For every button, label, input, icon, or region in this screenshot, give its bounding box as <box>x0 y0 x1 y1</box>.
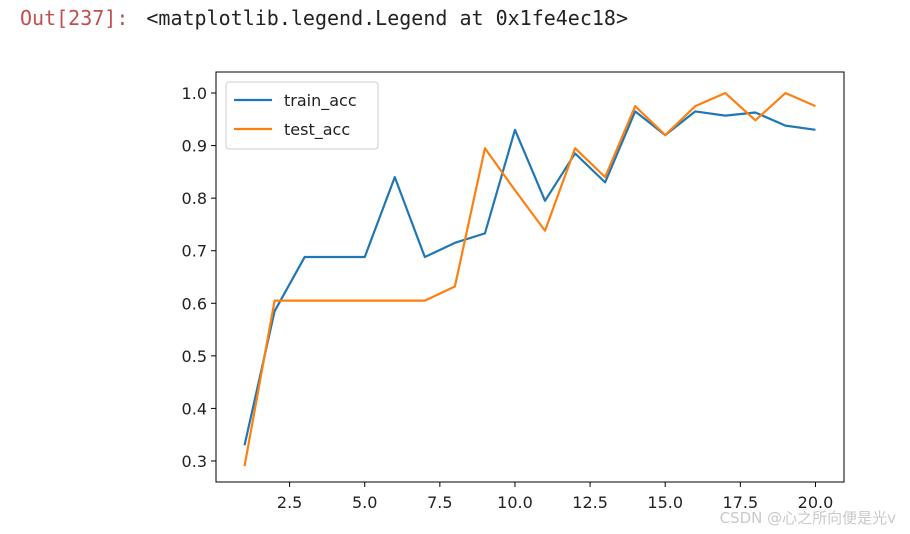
ticks-layer: 2.5 5.0 7.5 10.0 12.5 15.0 17.5 20.0 0.3 0.4 0.5 0.… <box>182 84 834 512</box>
x-tick-label: 12.5 <box>572 493 608 512</box>
x-tick-label: 10.0 <box>497 493 533 512</box>
series-line-test_acc <box>243 91 816 467</box>
y-tick-label: 0.7 <box>182 242 207 261</box>
series-line-train_acc <box>243 110 816 446</box>
x-tick-label: 7.5 <box>427 493 452 512</box>
x-tick-label: 15.0 <box>647 493 683 512</box>
legend-label-train_acc: train_acc <box>284 91 357 111</box>
y-tick-label: 0.6 <box>182 294 207 313</box>
y-tick-label: 0.4 <box>182 399 207 418</box>
x-tick-label: 17.5 <box>723 493 759 512</box>
output-text: <matplotlib.legend.Legend at 0x1fe4ec18> <box>146 6 629 30</box>
output-cell-line: Out[237]: <matplotlib.legend.Legend at 0… <box>20 4 628 32</box>
x-tick-label: 5.0 <box>352 493 377 512</box>
out-prompt: Out[237]: <box>20 6 129 30</box>
x-tick-label: 20.0 <box>798 493 834 512</box>
csdn-watermark: CSDN @心之所向便是光v <box>719 509 896 527</box>
y-tick-label: 0.9 <box>182 137 207 156</box>
y-tick-label: 0.8 <box>182 189 207 208</box>
y-tick-label: 0.5 <box>182 347 207 366</box>
y-tick-label: 0.3 <box>182 452 207 471</box>
legend-box <box>225 81 379 150</box>
legend-label-test_acc: test_acc <box>284 120 350 140</box>
legend: train_acc test_acc <box>225 81 379 150</box>
x-tick-label: 2.5 <box>277 493 302 512</box>
series-layer <box>243 91 816 467</box>
y-tick-label: 1.0 <box>182 84 207 103</box>
